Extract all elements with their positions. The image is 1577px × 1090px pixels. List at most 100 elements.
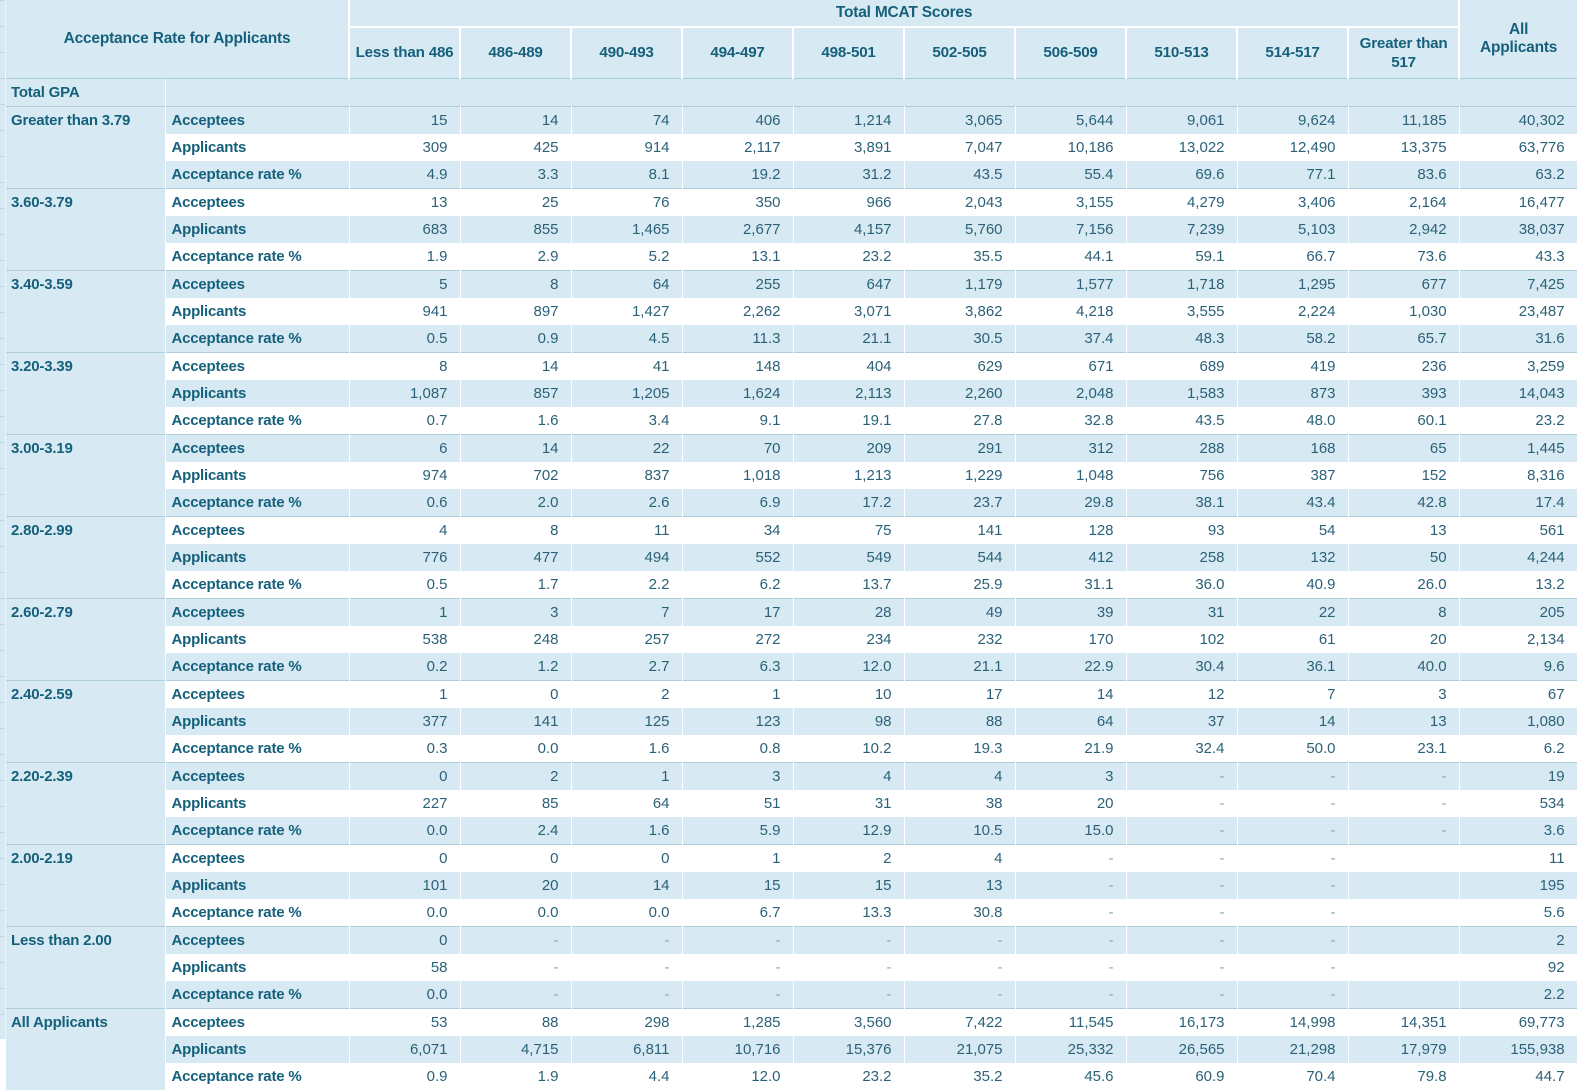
data-cell[interactable]: - (793, 980, 905, 1008)
data-cell[interactable]: 11.3 (682, 324, 794, 352)
data-cell[interactable]: 855 (460, 215, 572, 243)
row-label[interactable]: Applicants (165, 461, 350, 489)
data-cell[interactable]: - (1348, 789, 1460, 817)
data-cell[interactable]: 54 (1237, 515, 1349, 544)
data-cell[interactable]: 1 (349, 597, 461, 626)
data-cell[interactable] (1348, 980, 1460, 1008)
data-cell[interactable]: 17,979 (1348, 1035, 1460, 1063)
data-cell[interactable]: 14 (571, 871, 683, 899)
data-cell[interactable]: 309 (349, 133, 461, 161)
data-cell[interactable]: 3,406 (1237, 187, 1349, 216)
data-cell[interactable] (1348, 898, 1460, 926)
data-cell[interactable]: 255 (682, 269, 794, 298)
data-cell[interactable]: 561 (1459, 515, 1577, 544)
data-cell[interactable]: 629 (904, 351, 1016, 380)
data-cell[interactable]: 1,213 (793, 461, 905, 489)
data-cell[interactable]: 21,075 (904, 1035, 1016, 1063)
data-cell[interactable]: 538 (349, 625, 461, 653)
row-label[interactable]: Acceptees (165, 679, 350, 708)
data-cell[interactable]: - (904, 953, 1016, 981)
data-cell[interactable]: 0.0 (571, 898, 683, 926)
data-cell[interactable]: 128 (1015, 515, 1127, 544)
data-cell[interactable]: - (682, 980, 794, 1008)
row-label[interactable]: Acceptees (165, 187, 350, 216)
data-cell[interactable]: 23.2 (793, 1062, 905, 1090)
data-cell[interactable]: 58.2 (1237, 324, 1349, 352)
data-cell[interactable]: 3,560 (793, 1007, 905, 1036)
data-cell[interactable]: 0.9 (460, 324, 572, 352)
data-cell[interactable]: 15 (793, 871, 905, 899)
data-cell[interactable]: 4 (904, 761, 1016, 790)
data-cell[interactable]: 914 (571, 133, 683, 161)
data-cell[interactable]: 51 (682, 789, 794, 817)
data-cell[interactable]: 227 (349, 789, 461, 817)
data-cell[interactable]: 40.9 (1237, 570, 1349, 598)
data-cell[interactable]: 31.2 (793, 160, 905, 188)
data-cell[interactable]: - (1237, 953, 1349, 981)
data-cell[interactable]: 671 (1015, 351, 1127, 380)
data-cell[interactable]: 1,295 (1237, 269, 1349, 298)
mcat-range-header[interactable]: 498-501 (793, 27, 906, 79)
data-cell[interactable]: - (1015, 843, 1127, 872)
data-cell[interactable]: 14 (460, 351, 572, 380)
data-cell[interactable]: 5,760 (904, 215, 1016, 243)
data-cell[interactable]: 74 (571, 105, 683, 134)
data-cell[interactable]: 494 (571, 543, 683, 571)
data-cell[interactable]: 42.8 (1348, 488, 1460, 516)
row-label[interactable]: Applicants (165, 789, 350, 817)
data-cell[interactable]: 0.8 (682, 734, 794, 762)
data-cell[interactable]: 1 (571, 761, 683, 790)
data-cell[interactable]: 677 (1348, 269, 1460, 298)
data-cell[interactable]: 2.2 (1459, 980, 1577, 1008)
row-label[interactable]: Applicants (165, 379, 350, 407)
data-cell[interactable]: 4,157 (793, 215, 905, 243)
gpa-group-label[interactable]: 3.40-3.59 (6, 269, 166, 352)
gpa-group-label[interactable]: Less than 2.00 (6, 925, 166, 1008)
data-cell[interactable]: - (1126, 843, 1238, 872)
total-gpa-label[interactable]: Total GPA (6, 77, 166, 106)
data-cell[interactable]: 44.1 (1015, 242, 1127, 270)
data-cell[interactable]: - (1126, 816, 1238, 844)
data-cell[interactable]: 1,087 (349, 379, 461, 407)
data-cell[interactable]: 2,048 (1015, 379, 1127, 407)
data-cell[interactable]: 19.3 (904, 734, 1016, 762)
data-cell[interactable]: 13 (1348, 707, 1460, 735)
data-cell[interactable]: 70 (682, 433, 794, 462)
data-cell[interactable]: 69,773 (1459, 1007, 1577, 1036)
gpa-group-label[interactable]: 2.20-2.39 (6, 761, 166, 844)
data-cell[interactable]: 49 (904, 597, 1016, 626)
data-cell[interactable]: 0.9 (349, 1062, 461, 1090)
data-cell[interactable]: 2,117 (682, 133, 794, 161)
data-cell[interactable]: 10.2 (793, 734, 905, 762)
data-cell[interactable]: 83.6 (1348, 160, 1460, 188)
data-cell[interactable]: 88 (460, 1007, 572, 1036)
row-label[interactable]: Acceptees (165, 433, 350, 462)
data-cell[interactable]: 13.3 (793, 898, 905, 926)
data-cell[interactable]: 974 (349, 461, 461, 489)
data-cell[interactable]: 425 (460, 133, 572, 161)
data-cell[interactable]: 10 (793, 679, 905, 708)
data-cell[interactable]: 168 (1237, 433, 1349, 462)
data-cell[interactable]: - (682, 925, 794, 954)
data-cell[interactable]: 1,718 (1126, 269, 1238, 298)
data-cell[interactable]: 288 (1126, 433, 1238, 462)
data-cell[interactable]: 125 (571, 707, 683, 735)
data-cell[interactable]: 2,262 (682, 297, 794, 325)
data-cell[interactable]: - (1237, 789, 1349, 817)
data-cell[interactable]: 272 (682, 625, 794, 653)
data-cell[interactable]: 236 (1348, 351, 1460, 380)
data-cell[interactable]: 1,214 (793, 105, 905, 134)
data-cell[interactable]: 1 (682, 679, 794, 708)
data-cell[interactable]: 6.3 (682, 652, 794, 680)
data-cell[interactable]: 4,244 (1459, 543, 1577, 571)
data-cell[interactable]: - (1348, 816, 1460, 844)
data-cell[interactable]: 2,942 (1348, 215, 1460, 243)
data-cell[interactable]: 73.6 (1348, 242, 1460, 270)
data-cell[interactable]: 37.4 (1015, 324, 1127, 352)
data-cell[interactable]: - (1015, 871, 1127, 899)
data-cell[interactable]: 9.6 (1459, 652, 1577, 680)
data-cell[interactable]: 0.6 (349, 488, 461, 516)
data-cell[interactable]: 5,103 (1237, 215, 1349, 243)
data-cell[interactable]: 60.1 (1348, 406, 1460, 434)
data-cell[interactable]: 1,583 (1126, 379, 1238, 407)
